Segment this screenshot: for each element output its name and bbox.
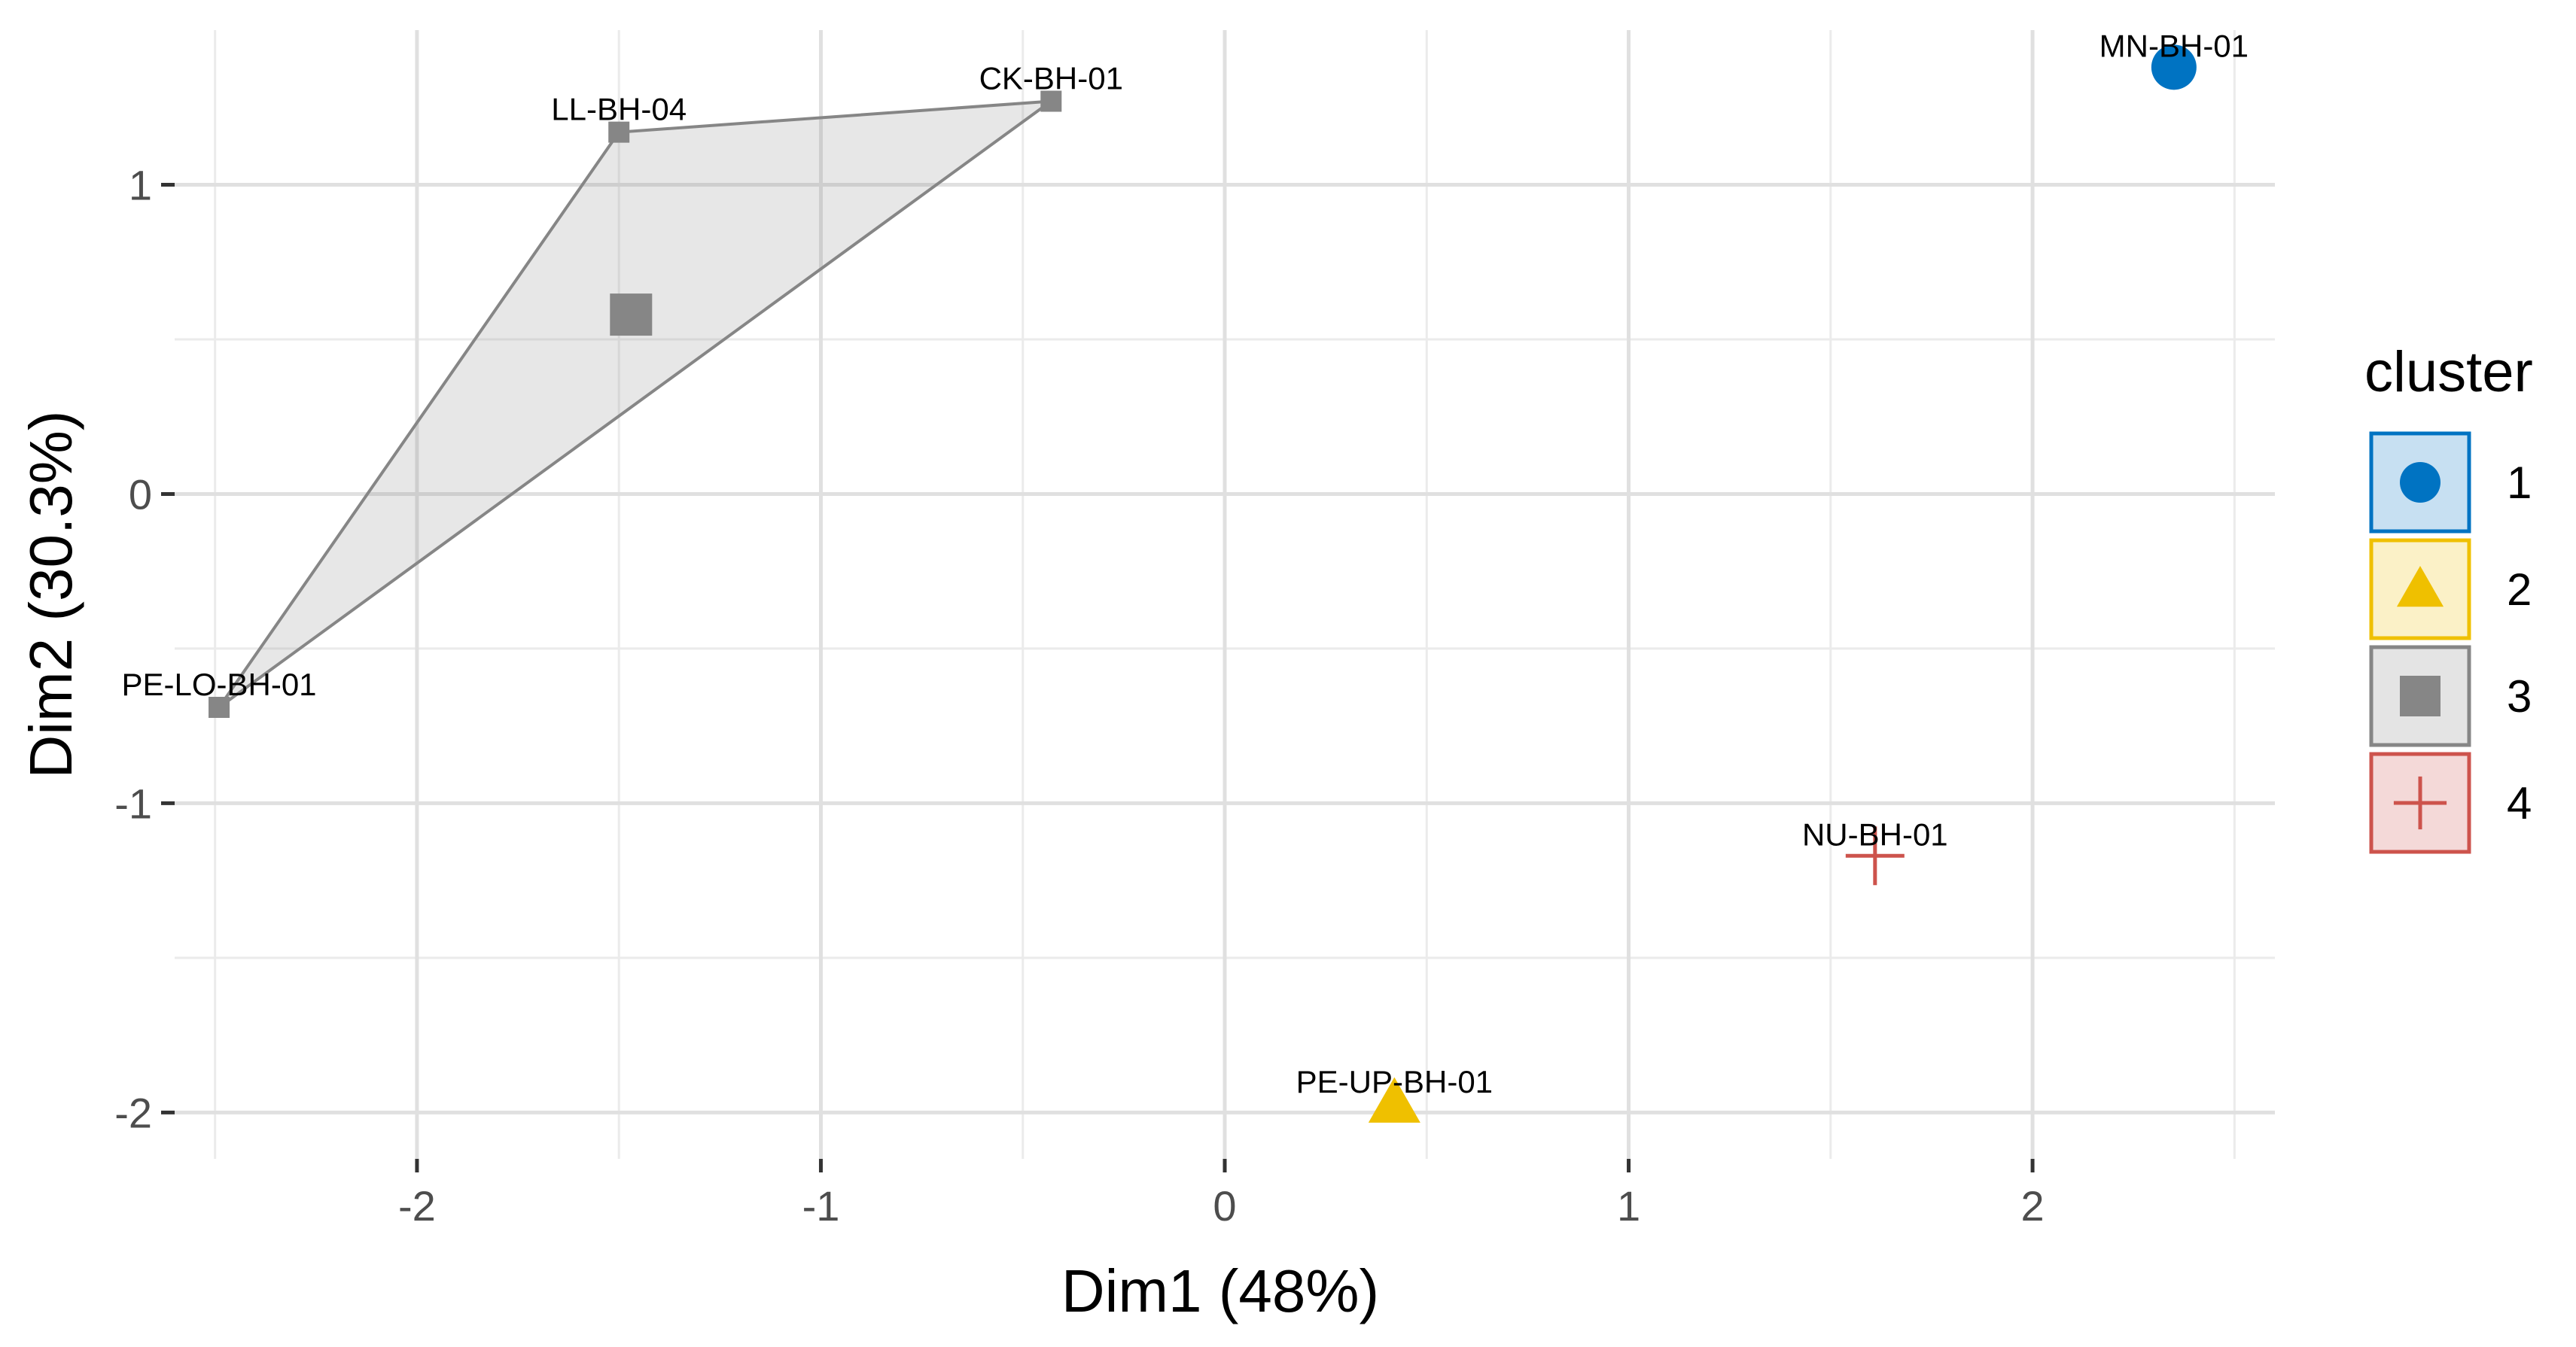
point-pe-up-bh-01: [1368, 1077, 1420, 1123]
point-label-ll-bh-04: LL-BH-04: [551, 92, 687, 127]
y-tick-label: -1: [114, 780, 152, 827]
data-points: [209, 44, 2197, 1123]
point-labels: MN-BH-01 PE-UP-BH-01 LL-BH-04 CK-BH-01 PE-LO…: [121, 28, 2249, 1099]
axes: -2 -1 0 1 2 -2 -1 0 1: [114, 161, 2044, 1230]
legend-marker-3: [2400, 676, 2441, 716]
centroid-cluster-3: [610, 293, 653, 336]
legend-marker-4: [2393, 776, 2447, 830]
point-label-nu-bh-01: NU-BH-01: [1802, 816, 1948, 852]
legend-label-1: 1: [2507, 458, 2532, 508]
x-tick-label: 0: [1213, 1182, 1236, 1230]
grid-lines: [175, 30, 2275, 1159]
point-mn-bh-01: [2151, 44, 2197, 90]
y-axis-title: Dim2 (30.3%): [17, 410, 84, 778]
x-axis-title: Dim1 (48%): [1061, 1257, 1379, 1324]
legend-label-3: 3: [2507, 671, 2532, 722]
point-pe-lo-bh-01: [209, 697, 230, 718]
point-label-pe-lo-bh-01: PE-LO-BH-01: [121, 667, 316, 702]
point-ck-bh-01: [1040, 90, 1062, 112]
x-tick-label: 1: [1617, 1182, 1640, 1230]
y-tick-label: 1: [129, 161, 152, 208]
x-tick-label: 2: [2020, 1182, 2044, 1230]
y-tick-label: 0: [129, 470, 152, 518]
point-ll-bh-04: [608, 121, 630, 143]
x-tick-label: -2: [398, 1182, 436, 1230]
point-label-mn-bh-01: MN-BH-01: [2099, 28, 2249, 63]
cluster-hull-3: [218, 99, 1057, 709]
x-tick-label: -1: [802, 1182, 840, 1230]
legend-label-2: 2: [2507, 564, 2532, 615]
legend-marker-2: [2396, 565, 2444, 607]
point-label-pe-up-bh-01: PE-UP-BH-01: [1296, 1064, 1493, 1099]
point-label-ck-bh-01: CK-BH-01: [979, 61, 1123, 96]
legend-marker-1: [2400, 462, 2441, 503]
legend-label-4: 4: [2507, 778, 2532, 829]
y-tick-label: -2: [114, 1089, 152, 1136]
legend-title: cluster: [2364, 340, 2533, 404]
point-nu-bh-01: [1845, 826, 1905, 886]
cluster-hulls: [218, 99, 1057, 709]
legend: cluster 1 2 3 4: [2364, 340, 2533, 854]
